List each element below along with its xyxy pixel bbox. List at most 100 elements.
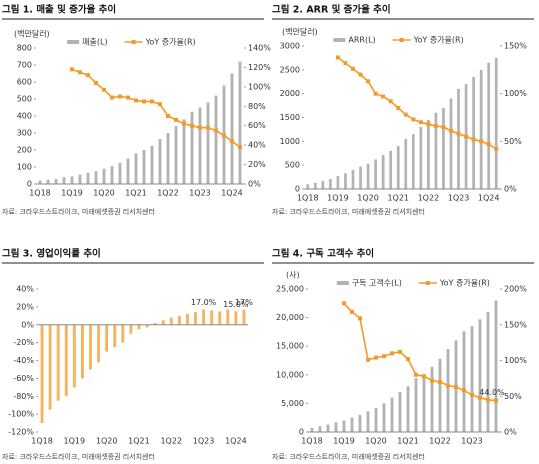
- y-tick-label: 200: [17, 146, 32, 155]
- y-tick-label: 1000: [280, 137, 300, 146]
- line-marker: [433, 124, 438, 129]
- bar: [206, 102, 210, 184]
- y2-tick-label: 200%: [504, 285, 527, 294]
- bar: [174, 126, 178, 184]
- bar: [404, 138, 408, 189]
- y2-tick-label: 50%: [504, 392, 522, 401]
- legend-marker: [399, 38, 404, 42]
- bar: [329, 178, 332, 189]
- y2-tick-label: 0%: [504, 185, 517, 194]
- line-marker: [464, 134, 469, 139]
- bar: [494, 300, 498, 432]
- bar: [185, 314, 189, 325]
- y2-tick-label: 150%: [504, 42, 527, 51]
- bar: [366, 411, 370, 432]
- line-marker: [142, 99, 146, 104]
- bar: [359, 166, 362, 189]
- bar: [110, 166, 114, 184]
- bar: [326, 424, 330, 432]
- y-tick-label: 600: [17, 78, 32, 87]
- line-marker: [426, 122, 431, 127]
- bar: [89, 324, 92, 370]
- bar: [70, 176, 74, 184]
- line-marker: [174, 117, 178, 122]
- line-marker: [396, 105, 401, 110]
- bar: [230, 73, 234, 184]
- line-marker: [456, 131, 461, 136]
- bar: [102, 168, 106, 184]
- y2-tick-label: 60%: [248, 121, 266, 130]
- line-marker: [150, 99, 154, 104]
- bar: [54, 178, 58, 184]
- y2-tick-label: 100%: [248, 82, 271, 91]
- line-marker: [206, 125, 210, 130]
- bar: [374, 159, 377, 189]
- x-tick-label: 1Q20: [357, 194, 379, 203]
- y-tick-label: -80%: [13, 392, 34, 401]
- line-marker: [350, 309, 354, 314]
- bar: [210, 310, 214, 325]
- y-tick-label: -120%: [8, 428, 34, 437]
- line-marker: [486, 397, 490, 402]
- bar: [427, 119, 430, 189]
- bar: [470, 326, 474, 432]
- bar: [381, 155, 385, 189]
- bar: [336, 176, 340, 189]
- bar: [350, 417, 354, 432]
- bar: [434, 112, 438, 189]
- bar: [422, 374, 426, 432]
- y2-tick-label: 0%: [248, 180, 261, 189]
- bar: [457, 88, 460, 189]
- bar: [38, 180, 42, 184]
- bar: [190, 111, 194, 184]
- bar: [218, 311, 222, 325]
- x-tick-label: 1Q23: [448, 194, 470, 203]
- line-marker: [411, 117, 416, 122]
- bar: [194, 312, 197, 325]
- bar: [310, 427, 314, 432]
- chart-title: 그림 4. 구독 고객수 추이: [272, 248, 374, 260]
- bar: [389, 150, 393, 189]
- line-marker: [358, 316, 362, 321]
- x-tick-label: 1Q19: [64, 437, 86, 446]
- bar: [472, 76, 475, 189]
- bar: [72, 324, 76, 388]
- line-marker: [230, 139, 234, 144]
- x-tick-label: 1Q21: [387, 194, 409, 203]
- y-axis-unit: (사): [286, 271, 300, 280]
- line-marker: [343, 61, 348, 66]
- legend-label: 매출(L): [82, 37, 107, 47]
- y-tick-label: 3000: [280, 42, 300, 51]
- x-tick-label: 1Q18: [301, 437, 323, 446]
- x-tick-label: 1Q18: [297, 194, 319, 203]
- line-marker: [441, 125, 446, 130]
- data-label: 44.0%: [479, 388, 505, 397]
- line-marker: [388, 99, 393, 104]
- bar: [145, 324, 149, 328]
- legend-swatch: [333, 38, 346, 42]
- bar: [374, 407, 378, 432]
- y-axis-unit: (백만달러): [282, 27, 318, 37]
- bar: [64, 324, 68, 397]
- bar: [398, 391, 402, 432]
- bar: [446, 349, 450, 432]
- line-marker: [182, 121, 186, 126]
- bar: [351, 169, 355, 189]
- bar: [214, 95, 218, 184]
- y-tick-label: 0%: [21, 320, 34, 329]
- legend-label: ARR(L): [348, 36, 375, 45]
- bar: [161, 320, 165, 325]
- y2-tick-label: 20%: [248, 160, 266, 169]
- y2-tick-label: 140%: [248, 44, 271, 53]
- line-marker: [486, 142, 491, 147]
- line-marker: [366, 357, 370, 362]
- line-marker: [222, 133, 226, 138]
- line-marker: [351, 66, 355, 71]
- y-tick-label: 500: [17, 95, 32, 104]
- x-tick-label: 1Q18: [31, 437, 53, 446]
- line-marker: [214, 128, 218, 133]
- x-tick-label: 1Q23: [193, 437, 215, 446]
